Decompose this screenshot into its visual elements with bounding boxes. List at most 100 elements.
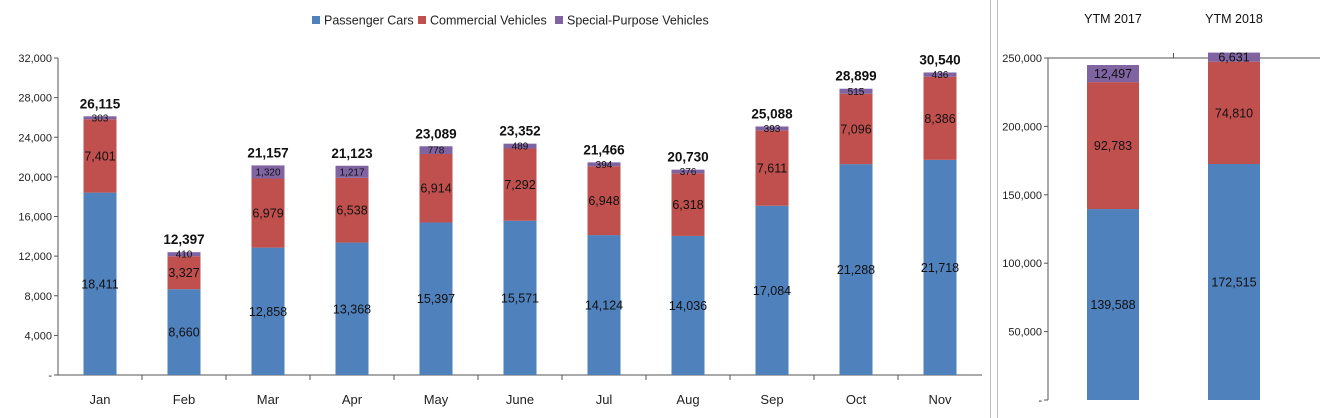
data-label-passenger-cars-june: 15,571 — [501, 291, 539, 305]
y-tick-label: 50,000 — [1008, 327, 1042, 339]
total-label-may: 23,089 — [415, 126, 456, 141]
ytm-sales-chart: - 50,000 100,000 150,000 200,000 250,000 YTM 2… — [1002, 12, 1320, 407]
bar-commercial-vehicles-ytm-2017 — [1087, 82, 1139, 210]
data-label-passenger-cars-jul: 14,124 — [585, 299, 623, 313]
data-label-special-purpose-vehicles-ytm-2017: 12,497 — [1094, 67, 1132, 81]
y-tick-label: 24,000 — [18, 132, 52, 144]
legend: Passenger Cars Commercial Vehicles Special… — [312, 14, 709, 28]
data-label-special-purpose-vehicles-jan: 303 — [92, 113, 109, 124]
data-label-special-purpose-vehicles-apr: 1,217 — [339, 167, 364, 178]
bar-commercial-vehicles-ytm-2018 — [1208, 61, 1260, 164]
bar-commercial-vehicles-sep — [755, 130, 789, 206]
bar-special-purpose-vehicles-apr — [335, 165, 369, 178]
data-label-commercial-vehicles-jul: 6,948 — [588, 194, 619, 208]
data-label-commercial-vehicles-feb: 3,327 — [168, 266, 199, 280]
data-label-special-purpose-vehicles-nov: 436 — [932, 70, 949, 81]
data-label-special-purpose-vehicles-oct: 515 — [848, 87, 865, 98]
bar-special-purpose-vehicles-aug — [671, 169, 705, 174]
x-tick-label-nov: Nov — [928, 392, 952, 407]
bar-passenger-cars-jan — [83, 192, 117, 375]
data-label-commercial-vehicles-sep: 7,611 — [757, 162, 787, 176]
bar-commercial-vehicles-feb — [167, 256, 201, 290]
data-label-commercial-vehicles-june: 7,292 — [504, 178, 535, 192]
bar-special-purpose-vehicles-jan — [83, 116, 117, 120]
data-label-passenger-cars-apr: 13,368 — [333, 302, 371, 316]
x-tick-label-ytm-2018: YTM 2018 — [1205, 12, 1263, 26]
ytm-sales-chart-panel: - 50,000 100,000 150,000 200,000 250,000 YTM 2… — [997, 0, 1328, 418]
total-label-aug: 20,730 — [667, 150, 708, 165]
bar-commercial-vehicles-jan — [83, 119, 117, 193]
y-tick-label: 28,000 — [18, 93, 52, 105]
bar-commercial-vehicles-mar — [251, 178, 285, 248]
y-tick-label: 200,000 — [1002, 121, 1042, 133]
legend-label-special-purpose-vehicles: Special-Purpose Vehicles — [567, 14, 709, 28]
data-label-commercial-vehicles-may: 6,914 — [420, 182, 451, 196]
x-tick-label-aug: Aug — [676, 392, 699, 407]
total-label-apr: 21,123 — [331, 146, 373, 161]
data-label-passenger-cars-sep: 17,084 — [753, 284, 791, 298]
bar-commercial-vehicles-apr — [335, 177, 369, 243]
legend-swatch-passenger-cars — [312, 16, 320, 24]
total-label-sep: 25,088 — [751, 106, 793, 121]
total-label-mar: 21,157 — [247, 145, 288, 160]
bar-passenger-cars-apr — [335, 242, 369, 375]
data-label-passenger-cars-nov: 21,718 — [921, 261, 959, 275]
bar-special-purpose-vehicles-oct — [839, 88, 873, 94]
data-label-commercial-vehicles-apr: 6,538 — [336, 204, 367, 218]
data-label-special-purpose-vehicles-feb: 410 — [176, 250, 193, 261]
data-label-commercial-vehicles-jan: 7,401 — [84, 149, 115, 163]
data-label-special-purpose-vehicles-sep: 393 — [764, 124, 781, 135]
bar-special-purpose-vehicles-ytm-2017 — [1087, 65, 1139, 83]
data-label-commercial-vehicles-nov: 8,386 — [924, 112, 955, 126]
bar-passenger-cars-jul — [587, 235, 621, 375]
bar-passenger-cars-aug — [671, 235, 705, 375]
legend-label-commercial-vehicles: Commercial Vehicles — [430, 14, 547, 28]
bar-special-purpose-vehicles-may — [419, 146, 453, 154]
bar-passenger-cars-nov — [923, 159, 957, 375]
data-label-passenger-cars-oct: 21,288 — [837, 263, 875, 277]
x-tick-label-jul: Jul — [596, 392, 613, 407]
x-tick-label-june: June — [506, 392, 534, 407]
data-label-commercial-vehicles-ytm-2017: 92,783 — [1094, 139, 1132, 153]
data-label-passenger-cars-ytm-2018: 172,515 — [1211, 275, 1256, 289]
data-label-special-purpose-vehicles-may: 778 — [428, 146, 445, 157]
total-label-jan: 26,115 — [80, 96, 121, 111]
bar-passenger-cars-ytm-2017 — [1087, 209, 1139, 400]
x-tick-label-oct: Oct — [846, 392, 867, 407]
bar-passenger-cars-june — [503, 220, 537, 375]
x-tick-label-apr: Apr — [342, 392, 363, 407]
bar-special-purpose-vehicles-ytm-2018 — [1208, 52, 1260, 62]
bar-passenger-cars-ytm-2018 — [1208, 163, 1260, 400]
data-label-special-purpose-vehicles-aug: 376 — [680, 167, 697, 178]
data-label-passenger-cars-may: 15,397 — [417, 292, 455, 306]
data-label-commercial-vehicles-oct: 7,096 — [840, 122, 871, 136]
bar-commercial-vehicles-nov — [923, 76, 957, 160]
legend-swatch-commercial-vehicles — [418, 16, 426, 24]
data-label-special-purpose-vehicles-ytm-2018: 6,631 — [1218, 51, 1249, 65]
bar-commercial-vehicles-oct — [839, 93, 873, 165]
total-label-jul: 21,466 — [583, 142, 625, 157]
data-label-commercial-vehicles-mar: 6,979 — [252, 207, 283, 221]
y-tick-label: 12,000 — [18, 251, 52, 263]
y-tick-label: 8,000 — [24, 291, 52, 303]
bar-special-purpose-vehicles-feb — [167, 252, 201, 257]
bar-passenger-cars-mar — [251, 247, 285, 375]
data-label-special-purpose-vehicles-june: 489 — [512, 142, 529, 153]
monthly-sales-chart-panel: Passenger Cars Commercial Vehicles Special… — [18, 0, 991, 418]
x-tick-label-sep: Sep — [760, 392, 783, 407]
data-label-commercial-vehicles-ytm-2018: 74,810 — [1215, 106, 1253, 120]
total-label-june: 23,352 — [499, 124, 540, 139]
y-tick-label: 32,000 — [18, 53, 52, 65]
data-label-passenger-cars-aug: 14,036 — [669, 299, 707, 313]
bar-special-purpose-vehicles-sep — [755, 126, 789, 131]
data-label-special-purpose-vehicles-mar: 1,320 — [255, 167, 280, 178]
data-label-commercial-vehicles-aug: 6,318 — [672, 198, 703, 212]
bar-special-purpose-vehicles-mar — [251, 165, 285, 179]
data-label-passenger-cars-jan: 18,411 — [81, 277, 118, 291]
bar-commercial-vehicles-june — [503, 148, 537, 221]
x-tick-label-feb: Feb — [173, 392, 195, 407]
x-tick-label-mar: Mar — [257, 392, 280, 407]
total-label-oct: 28,899 — [835, 69, 876, 84]
y-tick-label: 4,000 — [24, 330, 52, 342]
bar-special-purpose-vehicles-june — [503, 143, 537, 149]
